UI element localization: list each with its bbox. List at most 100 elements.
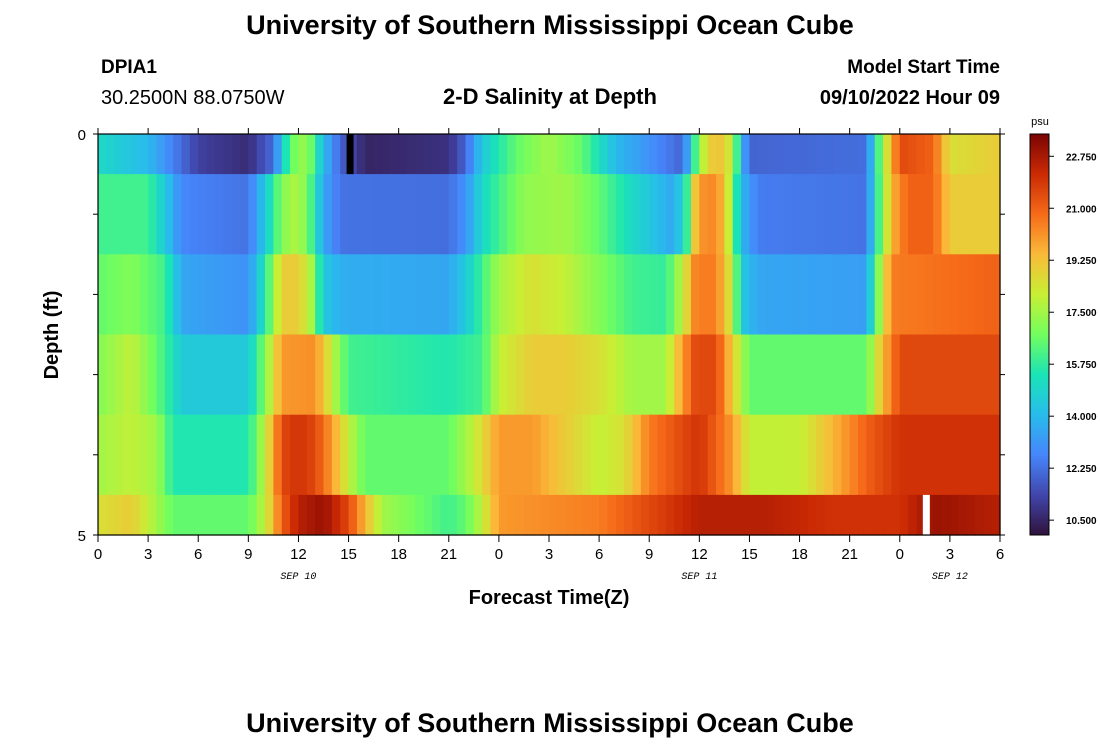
heatmap-cell <box>189 414 199 496</box>
heatmap-cell <box>231 414 241 496</box>
heatmap-cell <box>540 334 550 416</box>
heatmap-cell <box>849 134 859 175</box>
heatmap-cell <box>265 334 274 416</box>
heatmap-cell <box>365 134 375 175</box>
heatmap-cell <box>849 334 859 416</box>
heatmap-cell <box>432 414 442 496</box>
heatmap-cell <box>690 174 700 255</box>
heatmap-cell <box>607 494 617 536</box>
heatmap-cell <box>966 174 976 255</box>
heatmap-cell <box>532 134 542 175</box>
heatmap-cell <box>949 334 959 416</box>
heatmap-cell <box>331 494 341 536</box>
heatmap-cell <box>223 334 233 416</box>
heatmap-cell <box>674 174 684 255</box>
heatmap-cell <box>899 134 909 175</box>
heatmap-cell <box>407 334 416 416</box>
heatmap-cell <box>582 174 592 255</box>
heatmap-cell <box>123 134 133 175</box>
heatmap-cell <box>390 134 400 175</box>
heatmap-cell <box>899 494 909 536</box>
heatmap-cell <box>716 334 725 416</box>
missing-data-cell <box>346 134 354 175</box>
heatmap-cell <box>649 134 659 175</box>
heatmap-cell <box>498 174 508 255</box>
heatmap-cell <box>707 174 717 255</box>
date-label: SEP 12 <box>932 572 968 583</box>
heatmap-cell <box>173 254 183 336</box>
heatmap-cell <box>398 134 408 175</box>
heatmap-cell <box>214 174 224 255</box>
heatmap-cell <box>565 134 575 175</box>
heatmap-cell <box>298 174 308 255</box>
heatmap-cell <box>640 414 650 496</box>
heatmap-cell <box>198 334 208 416</box>
heatmap-cell <box>866 494 876 536</box>
heatmap-cell <box>607 334 617 416</box>
heatmap-cell <box>239 134 249 175</box>
heatmap-cell <box>974 494 984 536</box>
heatmap-cell <box>440 414 450 496</box>
heatmap-cell <box>256 414 266 496</box>
colorbar-unit-label: psu <box>1031 116 1049 128</box>
heatmap-cell <box>632 334 642 416</box>
heatmap-cell <box>816 334 826 416</box>
heatmap-cell <box>365 414 375 496</box>
heatmap-cell <box>423 494 433 536</box>
heatmap-cell <box>824 254 834 336</box>
heatmap-cell <box>181 494 191 536</box>
heatmap-cell <box>340 254 350 336</box>
heatmap-cell <box>432 334 442 416</box>
heatmap-cell <box>582 334 592 416</box>
heatmap-cell <box>298 134 308 175</box>
heatmap-cell <box>306 494 316 536</box>
heatmap-cell <box>757 134 767 175</box>
heatmap-cell <box>883 414 893 496</box>
heatmap-cell <box>239 494 249 536</box>
heatmap-cell <box>891 414 901 496</box>
heatmap-cell <box>239 334 249 416</box>
heatmap-cell <box>139 134 149 175</box>
heatmap-cell <box>432 174 442 255</box>
heatmap-cell <box>557 334 567 416</box>
heatmap-cell <box>599 414 609 496</box>
heatmap-cell <box>323 334 333 416</box>
heatmap-cell <box>365 494 375 536</box>
heatmap-cell <box>966 414 976 496</box>
heatmap-cell <box>532 254 542 336</box>
x-tick-label: 6 <box>194 546 202 563</box>
heatmap-cell <box>574 174 584 255</box>
heatmap-cell <box>657 334 667 416</box>
heatmap-cell <box>716 134 725 175</box>
heatmap-cell <box>98 494 107 536</box>
heatmap-cell <box>290 334 300 416</box>
heatmap-cell <box>432 494 442 536</box>
heatmap-cell <box>490 494 500 536</box>
heatmap-cell <box>674 134 684 175</box>
heatmap-cell <box>306 414 316 496</box>
heatmap-cell <box>156 414 166 496</box>
heatmap-cell <box>482 254 492 336</box>
footer-title: University of Southern Mississippi Ocean… <box>246 708 854 738</box>
heatmap-cell <box>799 254 809 336</box>
heatmap-cell <box>373 254 383 336</box>
heatmap-cell <box>298 254 308 336</box>
heatmap-cell <box>849 494 859 536</box>
heatmap-cell <box>732 414 742 496</box>
heatmap-cell <box>832 414 842 496</box>
heatmap-cell <box>874 414 884 496</box>
heatmap-cell <box>615 134 625 175</box>
heatmap-cell <box>774 414 784 496</box>
heatmap-cell <box>799 414 809 496</box>
heatmap-cell <box>164 174 174 255</box>
heatmap-cell <box>908 134 918 175</box>
heatmap-cell <box>181 174 191 255</box>
heatmap-cell <box>164 254 174 336</box>
heatmap-cell <box>916 134 926 175</box>
heatmap-cell <box>281 414 291 496</box>
heatmap-cell <box>607 414 617 496</box>
x-tick-label: 15 <box>741 546 758 563</box>
heatmap-cell <box>557 174 567 255</box>
heatmap-cell <box>281 254 291 336</box>
heatmap-cell <box>707 494 717 536</box>
